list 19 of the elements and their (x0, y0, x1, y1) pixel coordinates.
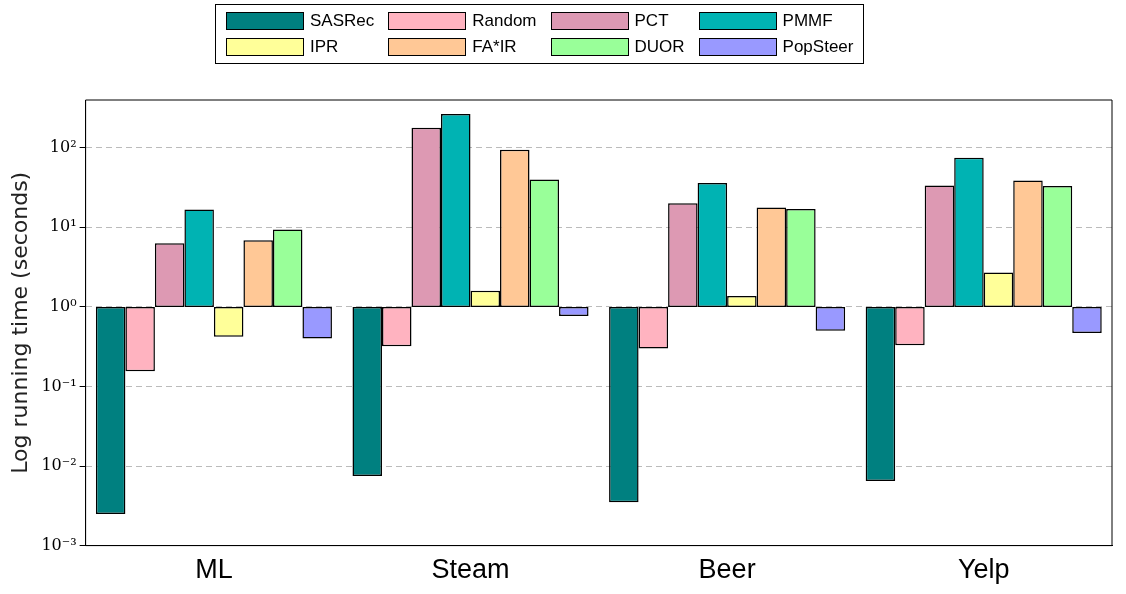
legend-label: Random (472, 11, 537, 31)
x-tick-label: Beer (698, 554, 756, 585)
legend-label: PCT (634, 11, 669, 31)
x-tick-label: Steam (431, 554, 510, 585)
legend-label: IPR (310, 37, 339, 57)
y-tick-label: 10⁻³ (41, 534, 77, 554)
y-tick-label: 10⁰ (49, 296, 77, 316)
legend-label: PMMF (782, 11, 833, 31)
x-tick-label: ML (195, 554, 233, 585)
y-axis-title: Log running time (seconds) (6, 171, 32, 474)
legend-label: DUOR (634, 37, 685, 57)
y-tick-label: 10⁻¹ (41, 375, 77, 395)
y-tick-label: 10⁻² (41, 455, 77, 475)
legend-label: PopSteer (782, 37, 854, 57)
y-tick-label: 10² (49, 136, 77, 156)
legend-label: FA*IR (472, 37, 517, 57)
legend-label: SASRec (310, 11, 375, 31)
x-tick-label: Yelp (957, 554, 1010, 585)
y-tick-label: 10¹ (49, 216, 77, 236)
